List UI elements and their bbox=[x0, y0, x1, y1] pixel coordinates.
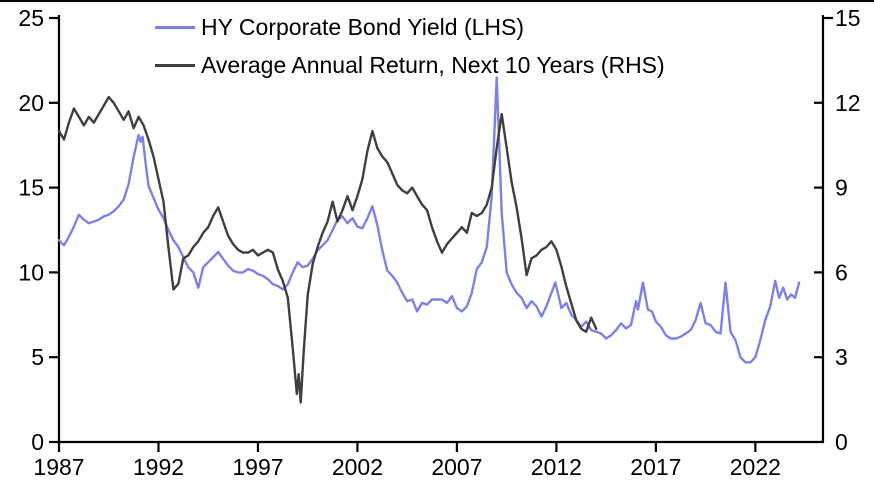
right-y-tick-label: 3 bbox=[835, 344, 848, 370]
legend-label: Average Annual Return, Next 10 Years (RH… bbox=[201, 51, 665, 78]
chart-legend: HY Corporate Bond Yield (LHS) Average An… bbox=[155, 8, 665, 84]
left-y-tick-label: 5 bbox=[31, 344, 44, 370]
x-tick-label: 2012 bbox=[531, 454, 582, 480]
left-y-tick-label: 20 bbox=[18, 90, 44, 116]
top-divider-line bbox=[0, 0, 874, 2]
x-tick-label: 1992 bbox=[133, 454, 184, 480]
x-tick-label: 1997 bbox=[232, 454, 283, 480]
x-tick-label: 2022 bbox=[730, 454, 781, 480]
x-tick-label: 2017 bbox=[630, 454, 681, 480]
x-tick-label: 2007 bbox=[431, 454, 482, 480]
legend-item: HY Corporate Bond Yield (LHS) bbox=[155, 8, 665, 46]
right-y-tick-label: 15 bbox=[835, 5, 861, 31]
legend-label: HY Corporate Bond Yield (LHS) bbox=[201, 13, 525, 40]
right-y-tick-label: 12 bbox=[835, 90, 861, 116]
x-tick-label: 2002 bbox=[332, 454, 383, 480]
right-y-tick-label: 9 bbox=[835, 175, 848, 201]
x-tick-label: 1987 bbox=[33, 454, 84, 480]
legend-line-swatch-hy-yield bbox=[155, 25, 195, 29]
right-y-tick-label: 6 bbox=[835, 259, 848, 285]
legend-item: Average Annual Return, Next 10 Years (RH… bbox=[155, 46, 665, 84]
legend-line-swatch-avg-return bbox=[155, 63, 195, 67]
left-y-tick-label: 10 bbox=[18, 259, 44, 285]
left-y-tick-label: 25 bbox=[18, 5, 44, 31]
left-y-tick-label: 15 bbox=[18, 175, 44, 201]
series-line-avg-return bbox=[57, 95, 598, 404]
series-line-hy-yield bbox=[57, 76, 801, 364]
right-y-tick-label: 0 bbox=[835, 429, 848, 455]
left-y-tick-label: 0 bbox=[31, 429, 44, 455]
